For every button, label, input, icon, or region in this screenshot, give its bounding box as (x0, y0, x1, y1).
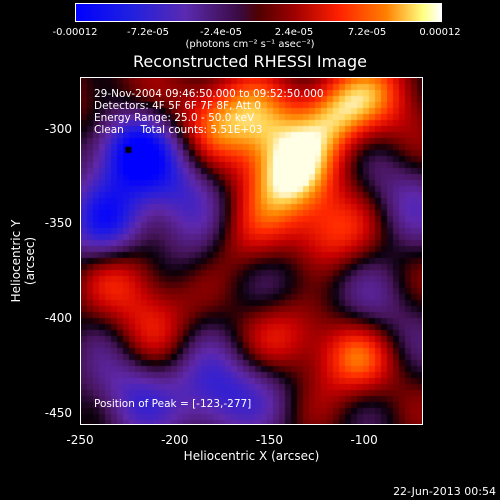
y-tick-label: -300 (44, 121, 72, 136)
y-tick-label: -450 (44, 405, 72, 420)
plot-area: 29-Nov-2004 09:46:50.000 to 09:52:50.000… (80, 77, 423, 425)
x-tick-label: -150 (255, 433, 284, 447)
colorbar-tick-label: 7.2e-05 (347, 27, 387, 38)
x-tick-label: -100 (350, 433, 378, 447)
colorbar-unit: (photons cm⁻² s⁻¹ asec⁻²) (185, 39, 315, 50)
x-tick-label: -200 (161, 433, 189, 447)
peak-position-label: Position of Peak = [-123,-277] (94, 398, 252, 410)
colorbar-tick-label: 0.00012 (419, 27, 461, 38)
annotation-energy: Energy Range: 25.0 - 50.0 keV (94, 112, 255, 124)
colorbar-tick-label: -2.4e-05 (200, 27, 242, 38)
x-tick-label: -250 (66, 433, 94, 447)
colorbar (75, 3, 442, 22)
y-tick-label: -350 (44, 216, 72, 231)
annotation-detectors: Detectors: 4F 5F 6F 7F 8F, Att 0 (94, 100, 261, 112)
annotation-counts: Clean Total counts: 5.51E+03 (94, 124, 263, 136)
footer-date: 22-Jun-2013 00:54 (393, 485, 496, 498)
y-tick-label: -400 (44, 311, 72, 325)
colorbar-tick-label: 2.4e-05 (274, 27, 314, 38)
chart-title: Reconstructed RHESSI Image (133, 52, 367, 71)
colorbar-tick-label: -0.00012 (52, 27, 98, 38)
colorbar-tick-label: -7.2e-05 (127, 27, 169, 38)
x-axis-label: Heliocentric X (arcsec) (183, 449, 320, 463)
annotation-time: 29-Nov-2004 09:46:50.000 to 09:52:50.000 (94, 88, 324, 100)
y-axis-label: Heliocentric Y (arcsec) (9, 219, 37, 303)
heatmap-image (81, 78, 422, 424)
